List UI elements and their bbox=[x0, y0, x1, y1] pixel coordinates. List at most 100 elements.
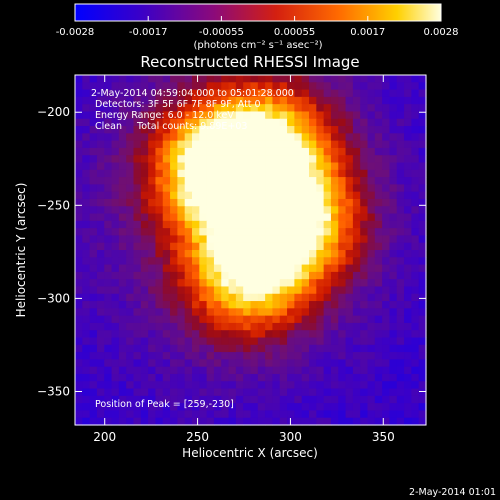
heatmap-cell bbox=[213, 96, 222, 105]
heatmap-cell bbox=[133, 169, 142, 178]
heatmap-cell bbox=[265, 104, 274, 113]
heatmap-cell bbox=[133, 206, 142, 215]
heatmap-cell bbox=[213, 308, 222, 317]
heatmap-cell bbox=[404, 315, 412, 324]
heatmap-cell bbox=[213, 352, 222, 360]
heatmap-cell bbox=[96, 184, 105, 193]
heatmap-cell bbox=[418, 322, 427, 331]
heatmap-cell bbox=[316, 395, 325, 404]
heatmap-cell bbox=[330, 111, 339, 120]
heatmap-cell bbox=[382, 228, 391, 237]
heatmap-cell bbox=[177, 250, 186, 258]
heatmap-cell bbox=[382, 395, 391, 404]
heatmap-cell bbox=[272, 155, 281, 164]
heatmap-cell bbox=[228, 111, 237, 120]
heatmap-cell bbox=[330, 359, 339, 368]
heatmap-cell bbox=[148, 330, 157, 339]
heatmap-cell bbox=[411, 403, 420, 412]
heatmap-cell bbox=[170, 315, 178, 324]
heatmap-cell bbox=[199, 75, 208, 83]
heatmap-cell bbox=[213, 133, 222, 142]
heatmap-cell bbox=[265, 242, 274, 251]
heatmap-cell bbox=[192, 118, 200, 127]
heatmap-cell bbox=[148, 191, 157, 200]
heatmap-cell bbox=[272, 359, 281, 368]
heatmap-cell bbox=[140, 381, 149, 390]
heatmap-cell bbox=[294, 359, 303, 368]
heatmap-cell bbox=[316, 337, 325, 346]
heatmap-cell bbox=[111, 235, 120, 244]
heatmap-cell bbox=[301, 155, 310, 164]
heatmap-cell bbox=[162, 147, 171, 156]
heatmap-cell bbox=[396, 330, 405, 339]
heatmap-cell bbox=[213, 75, 222, 83]
heatmap-cell bbox=[104, 279, 113, 288]
heatmap-cell bbox=[118, 395, 127, 404]
heatmap-cell bbox=[382, 118, 391, 127]
heatmap-cell bbox=[316, 82, 325, 91]
heatmap-cell bbox=[75, 264, 83, 273]
heatmap-cell bbox=[126, 184, 135, 193]
heatmap-cell bbox=[294, 155, 303, 164]
heatmap-cell bbox=[309, 271, 317, 280]
heatmap-cell bbox=[213, 250, 222, 258]
heatmap-cell bbox=[75, 395, 83, 404]
heatmap-cell bbox=[323, 410, 332, 419]
heatmap-cell bbox=[118, 118, 127, 127]
heatmap-cell bbox=[111, 410, 120, 419]
heatmap-cell bbox=[155, 279, 164, 288]
heatmap-cell bbox=[374, 184, 383, 193]
heatmap-cell bbox=[265, 286, 274, 295]
heatmap-cell bbox=[382, 337, 391, 346]
heatmap-cell bbox=[279, 250, 288, 258]
heatmap-cell bbox=[126, 191, 135, 200]
heatmap-cell bbox=[345, 242, 354, 251]
heatmap-cell bbox=[75, 315, 83, 324]
heatmap-cell bbox=[309, 133, 317, 142]
heatmap-cell bbox=[272, 177, 281, 185]
heatmap-cell bbox=[213, 220, 222, 229]
heatmap-cell bbox=[287, 381, 295, 390]
heatmap-cell bbox=[111, 169, 120, 178]
heatmap-cell bbox=[323, 301, 332, 309]
heatmap-cell bbox=[404, 359, 412, 368]
heatmap-cell bbox=[184, 250, 193, 258]
heatmap-cell bbox=[170, 308, 178, 317]
heatmap-cell bbox=[133, 352, 142, 360]
heatmap-cell bbox=[213, 395, 222, 404]
heatmap-cell bbox=[206, 352, 215, 360]
heatmap-cell bbox=[75, 242, 83, 251]
heatmap-cell bbox=[323, 118, 332, 127]
heatmap-cell bbox=[170, 96, 178, 105]
heatmap-cell bbox=[374, 337, 383, 346]
heatmap-cell bbox=[396, 75, 405, 83]
heatmap-cell bbox=[250, 82, 259, 91]
heatmap-cell bbox=[75, 308, 83, 317]
heatmap-cell bbox=[272, 366, 281, 375]
heatmap-cell bbox=[235, 75, 244, 83]
heatmap-cell bbox=[82, 322, 91, 331]
heatmap-cell bbox=[213, 293, 222, 302]
heatmap-cell bbox=[162, 206, 171, 215]
heatmap-cell bbox=[206, 359, 215, 368]
heatmap-cell bbox=[250, 395, 259, 404]
heatmap-cell bbox=[192, 198, 200, 207]
heatmap-cell bbox=[257, 228, 266, 237]
heatmap-cell bbox=[184, 126, 193, 134]
heatmap-cell bbox=[177, 322, 186, 331]
heatmap-cell bbox=[155, 359, 164, 368]
heatmap-cell bbox=[235, 89, 244, 98]
heatmap-cell bbox=[418, 366, 427, 375]
heatmap-cell bbox=[82, 147, 91, 156]
heatmap-cell bbox=[177, 147, 186, 156]
heatmap-cell bbox=[206, 388, 215, 397]
heatmap-cell bbox=[309, 228, 317, 237]
heatmap-cell bbox=[75, 257, 83, 266]
heatmap-cell bbox=[96, 75, 105, 83]
heatmap-cell bbox=[221, 271, 230, 280]
heatmap-cell bbox=[323, 395, 332, 404]
heatmap-cell bbox=[162, 257, 171, 266]
heatmap-cell bbox=[272, 322, 281, 331]
heatmap-cell bbox=[221, 162, 230, 171]
heatmap-cell bbox=[111, 381, 120, 390]
